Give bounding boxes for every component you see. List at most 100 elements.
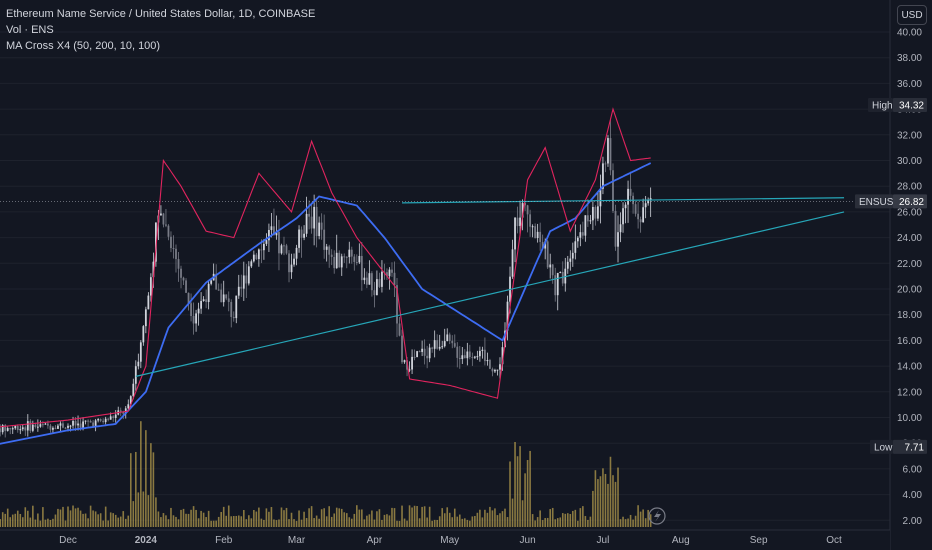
candle-body bbox=[9, 428, 12, 430]
candle-body bbox=[559, 271, 562, 273]
candle-body bbox=[604, 163, 607, 165]
symbol-title[interactable]: Ethereum Name Service / United States Do… bbox=[6, 8, 316, 20]
trendline[interactable] bbox=[402, 197, 845, 204]
candle-body bbox=[534, 226, 537, 239]
candle-body bbox=[6, 428, 9, 431]
volume-bar bbox=[180, 509, 182, 527]
volume-bar bbox=[127, 515, 130, 527]
candle-body bbox=[237, 286, 240, 296]
candle-body bbox=[64, 427, 67, 429]
volume-bar bbox=[21, 517, 24, 527]
volume-bar bbox=[167, 519, 170, 527]
candle-body bbox=[471, 357, 474, 359]
volume-bar bbox=[589, 516, 592, 527]
volume-bar bbox=[350, 518, 353, 527]
volume-bar bbox=[458, 514, 461, 527]
candle-body bbox=[222, 294, 225, 303]
candle-body bbox=[541, 241, 544, 249]
candle-body bbox=[134, 366, 137, 384]
currency-button[interactable]: USD bbox=[897, 5, 927, 25]
volume-bar bbox=[77, 507, 79, 527]
candle-body bbox=[257, 249, 260, 260]
volume-bar bbox=[343, 512, 346, 527]
volume-bar bbox=[200, 510, 202, 527]
y-tick-label: 32.00 bbox=[897, 130, 922, 141]
candle-body bbox=[416, 351, 418, 358]
volume-bar bbox=[624, 519, 627, 527]
volume-bar bbox=[353, 513, 356, 527]
candle-body bbox=[182, 277, 185, 281]
candle-body bbox=[607, 138, 609, 164]
candle-body bbox=[335, 252, 338, 269]
y-tick-label: 10.00 bbox=[897, 413, 922, 424]
volume-bar bbox=[67, 506, 69, 527]
volume-bar bbox=[383, 514, 386, 527]
volume-bar bbox=[330, 516, 333, 527]
candle-body bbox=[343, 256, 346, 258]
volume-bar bbox=[582, 506, 584, 527]
candle-body bbox=[122, 411, 125, 414]
y-tick-label: 40.00 bbox=[897, 28, 922, 39]
ma-indicator-label[interactable]: MA Cross X4 (50, 200, 10, 100) bbox=[6, 40, 161, 52]
candle-body bbox=[0, 428, 2, 433]
candle-body bbox=[609, 138, 612, 171]
volume-bar bbox=[225, 515, 228, 527]
candle-body bbox=[586, 215, 589, 222]
volume-bar bbox=[82, 513, 84, 527]
last-price-badge-label: ENSUSD bbox=[859, 197, 901, 208]
candle-body bbox=[67, 425, 69, 428]
x-tick-label: Oct bbox=[826, 535, 842, 546]
volume-bar bbox=[403, 518, 406, 527]
y-tick-label: 38.00 bbox=[897, 53, 922, 64]
replay-icon[interactable] bbox=[648, 507, 666, 525]
candle-body bbox=[619, 224, 622, 233]
volume-bar bbox=[348, 517, 351, 527]
last-price-badge-value: 26.82 bbox=[899, 197, 924, 208]
volume-bar bbox=[506, 517, 509, 527]
candle-body bbox=[323, 229, 326, 250]
candle-body bbox=[313, 206, 316, 229]
candle-body bbox=[59, 423, 62, 426]
volume-bar bbox=[0, 519, 1, 527]
candle-body bbox=[285, 245, 288, 254]
candle-body bbox=[4, 425, 7, 431]
candle-body bbox=[24, 427, 27, 431]
candle-body bbox=[149, 277, 152, 296]
candle-body bbox=[74, 420, 77, 426]
candle-body bbox=[315, 206, 318, 237]
volume-bar bbox=[594, 470, 597, 527]
candle-body bbox=[629, 188, 632, 196]
candle-body bbox=[240, 286, 243, 289]
y-tick-label: 24.00 bbox=[897, 233, 922, 244]
volume-bar bbox=[566, 513, 569, 527]
candle-body bbox=[190, 303, 192, 316]
volume-bar bbox=[14, 513, 17, 527]
candle-body bbox=[54, 427, 57, 429]
candle-body bbox=[94, 420, 97, 427]
candle-body bbox=[26, 421, 29, 431]
volume-indicator-label[interactable]: Vol · ENS bbox=[6, 24, 54, 36]
candle-body bbox=[205, 299, 208, 303]
y-tick-label: 30.00 bbox=[897, 156, 922, 167]
volume-bar bbox=[438, 516, 441, 527]
volume-bar bbox=[170, 507, 172, 527]
volume-bar bbox=[243, 510, 245, 527]
volume-bar bbox=[416, 506, 418, 527]
volume-bar bbox=[27, 510, 29, 527]
volume-bar bbox=[4, 513, 7, 527]
volume-bar bbox=[418, 518, 421, 527]
candle-body bbox=[288, 253, 290, 273]
candle-body bbox=[524, 203, 526, 206]
volume-bar bbox=[559, 517, 562, 527]
volume-bar bbox=[484, 509, 486, 527]
volume-bar bbox=[182, 508, 185, 527]
volume-bar bbox=[119, 516, 122, 527]
candle-body bbox=[499, 364, 501, 370]
candle-body bbox=[137, 361, 140, 367]
candle-body bbox=[144, 309, 147, 327]
trendline[interactable] bbox=[135, 211, 845, 377]
volume-bar bbox=[135, 451, 137, 527]
candle-body bbox=[438, 346, 441, 349]
